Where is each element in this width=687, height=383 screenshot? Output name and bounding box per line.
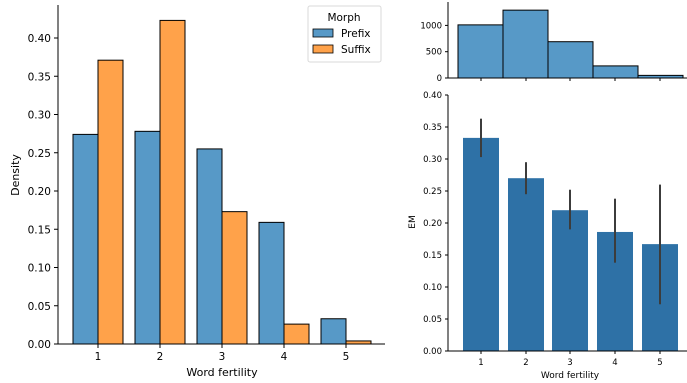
em-y-ticks: 0.00 0.05 0.10 0.15 0.20 0.25 0.30 0.35 0.40 bbox=[423, 91, 448, 357]
em-bars bbox=[463, 118, 678, 351]
density-x-tick-label: 5 bbox=[343, 351, 350, 363]
density-x-ticks: 1 2 3 4 5 bbox=[95, 344, 350, 363]
count-y-tick-label: 1000 bbox=[420, 21, 442, 31]
density-bars bbox=[72, 19, 372, 345]
em-chart: 0.00 0.05 0.10 0.15 0.20 0.25 0.30 0.35 0.40 1 2 3… bbox=[408, 91, 687, 381]
em-x-tick-label: 1 bbox=[478, 358, 483, 368]
em-y-tick-label: 0.40 bbox=[423, 91, 442, 101]
em-y-tick-label: 0.25 bbox=[423, 187, 442, 197]
density-y-tick-label: 0.40 bbox=[28, 33, 51, 45]
density-bar-suffix-1 bbox=[97, 59, 124, 345]
density-x-tick-label: 4 bbox=[281, 351, 288, 363]
em-x-ticks: 1 2 3 4 5 bbox=[478, 351, 663, 368]
legend-swatch-suffix bbox=[312, 44, 334, 54]
density-x-label: Word fertility bbox=[186, 366, 258, 379]
em-y-tick-label: 0.20 bbox=[423, 219, 442, 229]
density-y-tick-label: 0.10 bbox=[28, 263, 51, 275]
em-x-tick-label: 5 bbox=[657, 358, 662, 368]
em-y-tick-label: 0.35 bbox=[423, 123, 442, 133]
density-bar-prefix-1 bbox=[72, 133, 99, 345]
em-x-tick-label: 4 bbox=[612, 358, 617, 368]
density-x-tick-label: 3 bbox=[219, 351, 226, 363]
density-y-tick-label: 0.05 bbox=[28, 301, 51, 313]
em-y-tick-label: 0.30 bbox=[423, 155, 442, 165]
em-x-label: Word fertility bbox=[541, 371, 600, 381]
density-bar-suffix-4 bbox=[283, 323, 310, 345]
count-chart: 0 500 1000 bbox=[420, 2, 687, 84]
em-y-tick-label: 0.05 bbox=[423, 315, 442, 325]
density-bar-prefix-3 bbox=[196, 148, 223, 345]
density-x-tick-label: 2 bbox=[157, 351, 164, 363]
density-y-tick-label: 0.15 bbox=[28, 224, 51, 236]
density-y-tick-label: 0.25 bbox=[28, 148, 51, 160]
count-y-ticks: 0 500 1000 bbox=[420, 21, 448, 84]
em-y-tick-label: 0.15 bbox=[423, 251, 442, 261]
count-bars bbox=[457, 9, 684, 79]
density-bar-prefix-5 bbox=[320, 318, 347, 345]
density-y-ticks: 0.00 0.05 0.10 0.15 0.20 0.25 0.30 0.35 0.40 bbox=[28, 33, 58, 351]
count-bar-4 bbox=[592, 65, 639, 79]
density-x-tick-label: 1 bbox=[95, 351, 102, 363]
em-y-label: EM bbox=[408, 215, 418, 228]
density-y-tick-label: 0.30 bbox=[28, 110, 51, 122]
density-bar-prefix-4 bbox=[258, 221, 285, 345]
legend-label-suffix: Suffix bbox=[341, 44, 371, 56]
legend: Morph Prefix Suffix bbox=[307, 5, 382, 63]
em-bar-3 bbox=[552, 210, 588, 351]
density-bar-prefix-2 bbox=[134, 130, 161, 345]
count-bar-3 bbox=[547, 41, 594, 79]
em-x-tick-label: 2 bbox=[523, 358, 528, 368]
count-y-tick-label: 500 bbox=[426, 48, 442, 58]
em-y-tick-label: 0.10 bbox=[423, 283, 442, 293]
density-y-tick-label: 0.20 bbox=[28, 186, 51, 198]
em-x-tick-label: 3 bbox=[567, 358, 572, 368]
count-bar-1 bbox=[457, 24, 504, 79]
density-bar-suffix-2 bbox=[159, 19, 186, 345]
density-chart: 0.00 0.05 0.10 0.15 0.20 0.25 0.30 0.35 0.40 1 2 3… bbox=[9, 5, 385, 379]
legend-swatch-prefix bbox=[312, 28, 334, 38]
density-bar-suffix-3 bbox=[221, 211, 248, 345]
legend-title: Morph bbox=[327, 12, 360, 24]
density-y-tick-label: 0.35 bbox=[28, 71, 51, 83]
em-bar-2 bbox=[508, 178, 544, 351]
density-y-tick-label: 0.00 bbox=[28, 339, 51, 351]
em-y-tick-label: 0.00 bbox=[423, 347, 442, 357]
em-bar-1 bbox=[463, 137, 499, 351]
density-y-label: Density bbox=[9, 154, 22, 196]
count-y-tick-label: 0 bbox=[437, 74, 442, 84]
legend-label-prefix: Prefix bbox=[341, 28, 371, 40]
count-bar-2 bbox=[502, 9, 549, 79]
